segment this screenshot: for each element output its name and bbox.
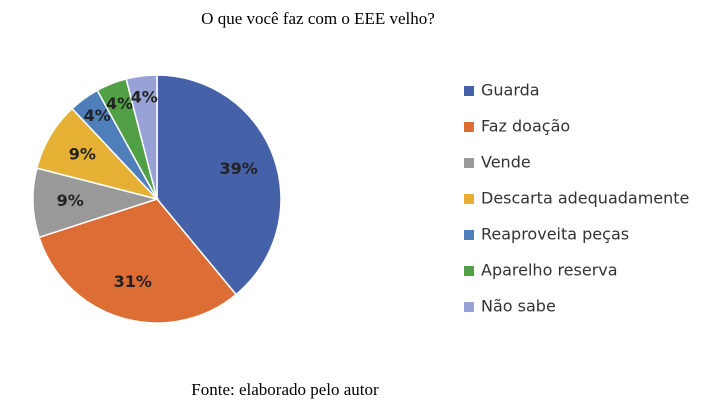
legend-label: Aparelho reserva	[481, 261, 618, 280]
data-label: 39%	[220, 159, 258, 178]
pie-slice	[156, 74, 282, 296]
legend-swatch	[464, 86, 474, 96]
data-label: 4%	[106, 94, 133, 113]
data-label: 9%	[69, 144, 96, 163]
legend-swatch	[464, 266, 474, 276]
chart-title: O que você faz com o EEE velho?	[201, 9, 435, 28]
data-label: 31%	[114, 272, 152, 291]
legend-swatch	[464, 122, 474, 132]
legend-swatch	[464, 158, 474, 168]
source-note: Fonte: elaborado pelo autor	[191, 380, 379, 399]
legend-label: Descarta adequadamente	[481, 189, 689, 208]
data-label: 4%	[84, 106, 111, 125]
data-label: 4%	[131, 88, 158, 107]
legend-swatch	[464, 230, 474, 240]
pie-slice	[125, 74, 158, 200]
legend-label: Guarda	[481, 81, 540, 100]
legend-label: Não sabe	[481, 297, 556, 316]
pie-slice	[38, 198, 238, 324]
legend-swatch	[464, 194, 474, 204]
legend-label: Vende	[481, 153, 531, 172]
legend-label: Faz doação	[481, 117, 570, 136]
data-label: 9%	[57, 191, 84, 210]
legend-swatch	[464, 302, 474, 312]
legend-label: Reaproveita peças	[481, 225, 629, 244]
